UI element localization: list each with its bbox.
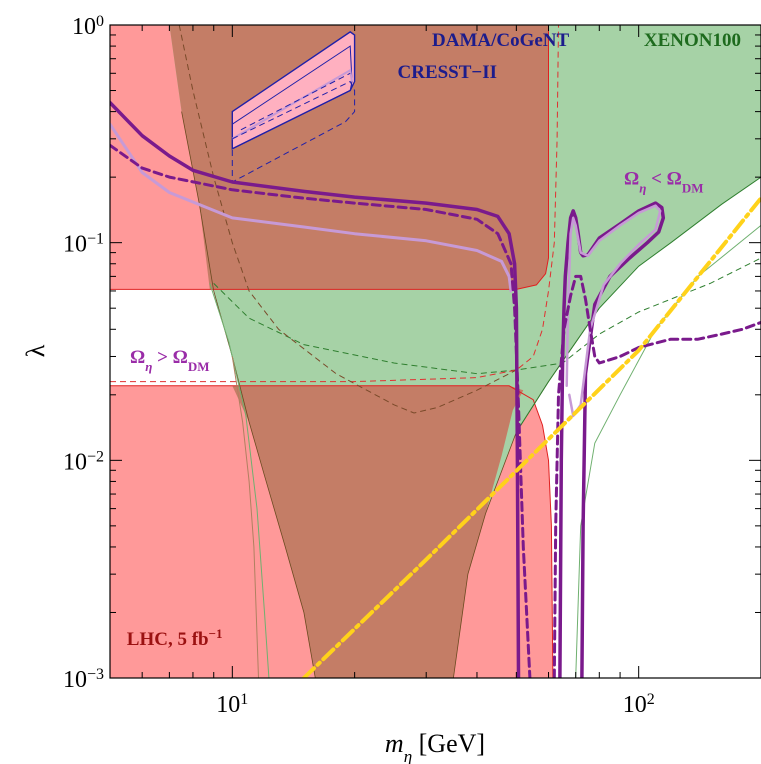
y-tick-label: 10−1 [63,230,104,258]
y-axis-label: λ [21,344,50,357]
lhc-label: LHC, 5 fb−1 [127,625,223,650]
dama-label: DAMA/CoGeNT [432,30,570,51]
lhc-upper-edge [110,25,549,290]
x-tick-label: 102 [623,691,655,719]
overlap-dashed-line [178,25,517,414]
series-line-2 [110,122,513,293]
overlap-region-lower [232,385,524,678]
series-line-3 [110,143,532,678]
dama-lavender-edge [231,68,353,140]
plot-frame [109,24,761,679]
y-tick-label: 100 [72,13,104,41]
annotation-layer: DAMA/CoGeNT CRESST−II XENON100 Ωη < ΩDM Ωη >… [127,30,741,650]
overlap-thin-line [231,356,259,678]
y-tick-label: 10−3 [63,666,104,694]
lhc-lower-edge [110,385,554,678]
series-line-6 [552,274,761,678]
plot-area [110,25,761,678]
omega-gt-label: Ωη > ΩDM [130,347,210,374]
cresst-label: CRESST−II [398,62,498,83]
xenon-edge-line [515,176,761,433]
y-tick-label: 10−2 [63,448,104,476]
xenon-thin-line-left [209,283,270,678]
x-axis-label: mη [GeV] [385,729,485,764]
x-tick-label: 101 [216,691,248,719]
series-line-5 [565,204,662,418]
lhc-dashed-line [110,25,559,383]
xenon-label: XENON100 [644,30,741,51]
series-line-1 [110,100,521,678]
omega-lt-label: Ωη < ΩDM [624,169,704,196]
axes: 101 102 10−3 10−2 10−1 100 [63,13,761,719]
cresst-dashed-line [240,72,351,131]
series-line-7 [301,196,761,678]
